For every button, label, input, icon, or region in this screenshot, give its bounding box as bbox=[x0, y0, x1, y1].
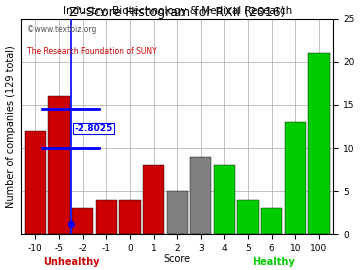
X-axis label: Score: Score bbox=[163, 254, 191, 264]
Bar bbox=[24, 131, 46, 234]
Bar bbox=[143, 165, 164, 234]
Text: ©www.textbiz.org: ©www.textbiz.org bbox=[27, 25, 97, 34]
Bar bbox=[238, 200, 259, 234]
Y-axis label: Number of companies (129 total): Number of companies (129 total) bbox=[5, 45, 15, 208]
Text: -2.8025: -2.8025 bbox=[74, 124, 113, 133]
Bar bbox=[261, 208, 282, 234]
Bar bbox=[214, 165, 235, 234]
Bar bbox=[190, 157, 211, 234]
Bar bbox=[72, 208, 93, 234]
Text: Healthy: Healthy bbox=[252, 256, 295, 266]
Bar bbox=[119, 200, 140, 234]
Text: Industry: Biotechnology & Medical Research: Industry: Biotechnology & Medical Resear… bbox=[63, 6, 292, 16]
Title: Z’-Score Histogram for RXII (2016): Z’-Score Histogram for RXII (2016) bbox=[69, 6, 285, 19]
Bar bbox=[96, 200, 117, 234]
Text: The Research Foundation of SUNY: The Research Foundation of SUNY bbox=[27, 47, 157, 56]
Bar bbox=[309, 53, 330, 234]
Bar bbox=[48, 96, 69, 234]
Bar bbox=[285, 122, 306, 234]
Bar bbox=[167, 191, 188, 234]
Text: Unhealthy: Unhealthy bbox=[43, 256, 100, 266]
